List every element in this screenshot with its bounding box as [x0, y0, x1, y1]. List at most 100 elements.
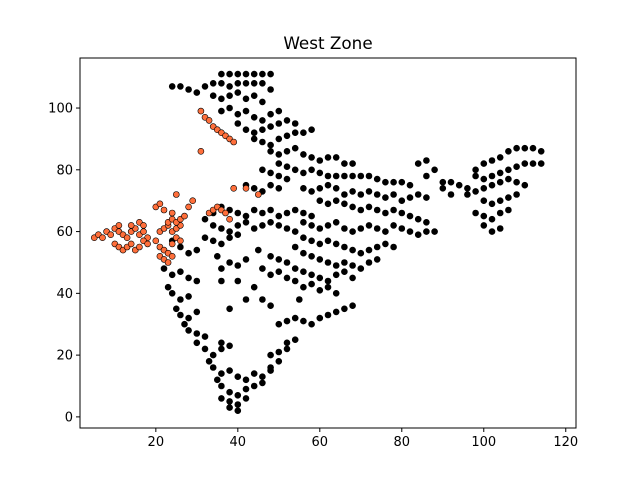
scatter-point	[226, 342, 233, 350]
scatter-point	[140, 222, 147, 229]
y-tick-label: 60	[56, 225, 73, 240]
scatter-point	[185, 274, 192, 282]
scatter-point	[332, 172, 340, 180]
scatter-point	[214, 252, 221, 260]
scatter-point	[259, 70, 266, 78]
scatter-point	[316, 169, 324, 177]
scatter-point	[181, 212, 188, 220]
scatter-point	[189, 197, 196, 204]
scatter-point	[218, 107, 225, 115]
scatter-point	[123, 234, 131, 241]
scatter-point	[300, 219, 307, 226]
scatter-point	[218, 382, 225, 390]
scatter-point	[226, 234, 233, 241]
scatter-point	[439, 178, 447, 186]
scatter-point	[234, 401, 242, 408]
scatter-point	[193, 89, 201, 96]
scatter-point	[275, 172, 283, 180]
scatter-point	[226, 367, 233, 374]
scatter-point	[234, 373, 242, 381]
scatter-point	[406, 228, 414, 235]
scatter-point	[250, 283, 258, 291]
scatter-point	[357, 225, 365, 232]
scatter-point	[316, 157, 324, 164]
scatter-point	[332, 262, 340, 269]
scatter-point	[275, 185, 283, 192]
scatter-point	[283, 148, 291, 155]
scatter-point	[324, 277, 332, 285]
scatter-point	[218, 80, 225, 87]
scatter-point	[513, 163, 520, 170]
scatter-point	[423, 228, 430, 235]
scatter-point	[267, 110, 274, 118]
scatter-point	[250, 70, 258, 78]
scatter-point	[505, 166, 512, 174]
scatter-point	[234, 80, 242, 87]
scatter-point	[382, 240, 389, 248]
scatter-point	[234, 222, 242, 229]
scatter-point	[406, 212, 414, 220]
scatter-point	[398, 209, 406, 217]
scatter-point	[324, 283, 332, 291]
scatter-point	[480, 197, 488, 204]
scatter-point	[275, 357, 283, 365]
scatter-point	[365, 203, 373, 211]
scatter-point	[423, 172, 430, 180]
scatter-point	[168, 271, 176, 279]
scatter-point	[390, 178, 397, 186]
scatter-point	[382, 209, 389, 217]
scatter-point	[316, 185, 324, 192]
scatter-point	[234, 209, 242, 217]
scatter-point	[99, 234, 106, 241]
scatter-point	[197, 148, 205, 155]
scatter-point	[218, 240, 225, 248]
scatter-point	[226, 259, 233, 266]
scatter-point	[218, 70, 225, 78]
scatter-point	[505, 148, 512, 155]
scatter-point	[349, 228, 356, 235]
scatter-point	[365, 246, 373, 254]
scatter-point	[341, 259, 348, 266]
scatter-point	[164, 283, 172, 291]
scatter-point	[505, 194, 512, 201]
scatter-point	[341, 268, 348, 276]
scatter-point	[357, 191, 365, 198]
scatter-point	[349, 262, 356, 269]
scatter-point	[398, 178, 406, 186]
scatter-point	[107, 231, 114, 238]
scatter-point	[242, 219, 250, 226]
x-tick-label: 100	[471, 435, 496, 450]
scatter-point	[275, 107, 283, 115]
scatter-point	[308, 280, 315, 288]
scatter-point	[431, 166, 438, 174]
scatter-point	[291, 336, 299, 344]
scatter-point	[226, 404, 233, 411]
scatter-point	[283, 317, 291, 325]
scatter-point	[275, 160, 283, 167]
scatter-point	[283, 339, 291, 347]
scatter-point	[230, 185, 237, 192]
scatter-point	[300, 151, 307, 158]
scatter-point	[373, 191, 381, 198]
scatter-point	[234, 110, 242, 118]
scatter-point	[259, 209, 266, 217]
scatter-point	[168, 83, 176, 90]
scatter-point	[168, 289, 176, 297]
scatter-point	[521, 160, 529, 167]
scatter-point	[267, 351, 274, 359]
scatter-point	[308, 126, 315, 133]
scatter-point	[488, 181, 496, 189]
scatter-point	[152, 237, 160, 245]
scatter-point	[316, 274, 324, 282]
scatter-point	[283, 163, 291, 170]
scatter-point	[316, 240, 324, 248]
scatter-point	[324, 172, 332, 180]
scatter-point	[275, 256, 283, 263]
scatter-point	[250, 129, 258, 136]
scatter-point	[254, 191, 262, 198]
scatter-point	[267, 70, 274, 78]
scatter-point	[234, 391, 242, 399]
scatter-point	[185, 203, 192, 211]
